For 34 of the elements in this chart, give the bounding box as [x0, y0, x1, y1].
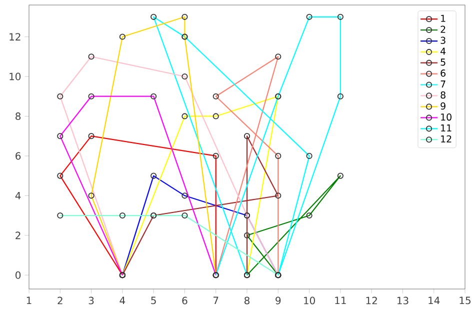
x-tick-label: 11: [335, 296, 346, 304]
legend-label: 7: [440, 80, 446, 88]
legend-label: 3: [440, 36, 446, 44]
legend-label: 6: [440, 70, 446, 77]
legend-label: 11: [441, 124, 452, 132]
y-tick-label: 8: [16, 112, 21, 120]
y-tick-label: 10: [10, 72, 21, 80]
x-tick-label: 12: [366, 296, 377, 304]
x-tick-label: 15: [460, 296, 470, 304]
x-tick-label: 10: [304, 296, 315, 304]
legend-label: 5: [440, 58, 446, 66]
x-tick-label: 3: [88, 296, 94, 304]
x-tick-label: 4: [120, 296, 126, 304]
x-tick-label: 5: [151, 296, 156, 304]
x-tick-label: 2: [58, 296, 62, 304]
legend-label: 4: [440, 48, 446, 55]
x-tick-label: 1: [26, 296, 32, 304]
legend-label: 12: [441, 135, 452, 142]
y-tick-label: 2: [16, 232, 20, 240]
y-tick-label: 0: [16, 271, 21, 279]
legend-label: 2: [440, 26, 446, 33]
x-tick-label: 8: [244, 296, 250, 304]
legend-label: 8: [440, 91, 446, 99]
x-tick-label: 14: [428, 296, 440, 304]
legend-label: 9: [440, 102, 446, 110]
x-tick-label: 9: [276, 296, 281, 304]
legend-label: 1: [441, 14, 446, 22]
y-tick-label: 4: [15, 192, 21, 200]
y-tick-label: 6: [16, 152, 21, 160]
y-tick-label: 12: [10, 33, 20, 40]
legend-label: 10: [441, 113, 452, 121]
x-tick-label: 7: [214, 296, 218, 304]
x-tick-label: 13: [397, 296, 408, 304]
x-tick-label: 6: [182, 296, 188, 304]
